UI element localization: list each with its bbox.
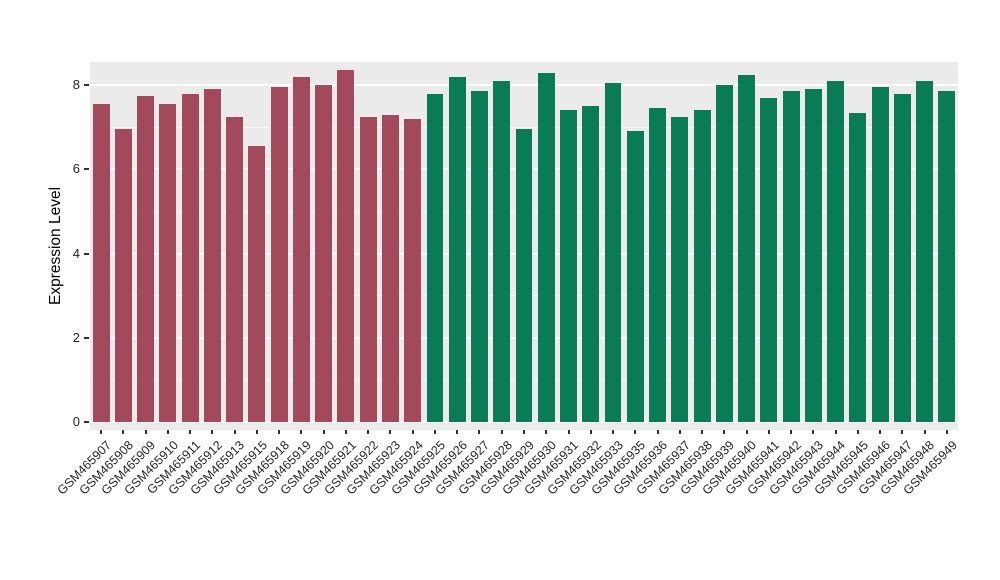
bar-GSM465928	[493, 80, 511, 422]
bar-GSM465939	[715, 85, 733, 422]
x-tick-mark	[879, 430, 882, 434]
x-tick-mark	[656, 430, 659, 434]
x-tick-mark	[790, 430, 793, 434]
x-tick-mark	[723, 430, 726, 434]
x-tick-mark	[634, 430, 637, 434]
x-tick-mark	[523, 430, 525, 434]
y-tick-mark	[84, 421, 89, 423]
x-tick-mark	[478, 430, 481, 434]
bar-GSM465948	[916, 80, 934, 422]
x-tick-mark	[100, 430, 103, 434]
gridline-minor	[90, 126, 958, 128]
bar-GSM465944	[827, 80, 845, 422]
x-tick-mark	[812, 430, 815, 434]
bar-GSM465938	[693, 110, 711, 422]
x-tick-mark	[834, 430, 837, 434]
x-tick-mark	[255, 430, 258, 434]
bar-GSM465913	[226, 116, 244, 422]
bar-GSM465946	[871, 87, 889, 422]
x-tick-mark	[122, 430, 125, 434]
plot-panel	[90, 62, 958, 430]
bar-GSM465915	[248, 146, 266, 422]
bar-GSM465942	[782, 91, 800, 422]
bar-GSM465940	[738, 74, 755, 422]
x-tick-mark	[567, 430, 570, 434]
x-tick-mark	[901, 430, 904, 434]
y-tick-mark	[84, 336, 89, 339]
bar-GSM465911	[181, 93, 199, 422]
bar-GSM465909	[137, 95, 155, 422]
x-tick-mark	[144, 430, 147, 434]
x-tick-mark	[767, 430, 770, 434]
x-tick-mark	[945, 430, 948, 434]
bar-GSM465937	[671, 116, 689, 422]
bar-GSM465936	[649, 108, 666, 422]
x-tick-mark	[166, 430, 169, 434]
y-tick-label: 8	[72, 77, 80, 93]
y-tick-mark	[84, 84, 89, 87]
x-tick-mark	[411, 430, 414, 434]
gridline-major	[90, 421, 958, 423]
y-tick-label: 6	[72, 161, 80, 177]
x-tick-mark	[456, 430, 459, 434]
bar-GSM465907	[92, 104, 110, 422]
bar-GSM465921	[337, 70, 355, 422]
bar-GSM465910	[159, 104, 177, 422]
x-tick-mark	[344, 430, 347, 434]
x-tick-mark	[211, 430, 214, 434]
bar-GSM465943	[804, 89, 822, 422]
bar-GSM465927	[471, 91, 488, 422]
x-tick-mark	[189, 430, 192, 434]
bar-GSM465945	[849, 112, 867, 422]
x-tick-mark	[545, 430, 548, 434]
x-tick-mark	[589, 430, 592, 434]
bar-GSM465929	[515, 129, 533, 422]
x-tick-mark	[433, 430, 436, 434]
bar-GSM465932	[582, 106, 600, 422]
y-tick-mark	[84, 168, 89, 171]
bar-GSM465949	[938, 91, 956, 422]
bar-GSM465908	[114, 129, 132, 422]
bar-GSM465923	[382, 114, 399, 422]
bar-GSM465922	[359, 116, 377, 422]
bar-GSM465947	[893, 93, 911, 422]
x-tick-mark	[278, 430, 281, 434]
x-tick-mark	[300, 430, 303, 434]
y-tick-label: 4	[72, 245, 80, 261]
x-tick-mark	[500, 430, 503, 434]
x-tick-mark	[389, 430, 392, 434]
bar-GSM465924	[404, 118, 422, 422]
bar-GSM465925	[426, 93, 444, 422]
x-tick-mark	[923, 430, 926, 434]
bar-GSM465920	[315, 85, 333, 422]
x-tick-mark	[678, 430, 681, 434]
bar-GSM465926	[448, 76, 466, 422]
x-tick-mark	[745, 430, 748, 434]
bar-GSM465935	[626, 131, 644, 422]
gridline-major	[90, 84, 958, 87]
x-tick-mark	[233, 430, 236, 434]
bar-GSM465912	[203, 89, 221, 422]
x-tick-mark	[322, 430, 325, 434]
bar-GSM465918	[270, 87, 288, 422]
x-tick-mark	[367, 430, 370, 434]
x-tick-mark	[856, 430, 859, 434]
bar-GSM465931	[560, 110, 577, 422]
bar-GSM465941	[760, 97, 778, 422]
bar-GSM465930	[537, 72, 555, 422]
y-tick-label: 2	[72, 329, 80, 345]
y-tick-mark	[84, 252, 89, 255]
bar-GSM465933	[604, 83, 622, 422]
x-tick-mark	[612, 430, 615, 434]
x-tick-mark	[701, 430, 704, 434]
bar-GSM465919	[292, 76, 310, 422]
y-tick-label: 0	[72, 414, 80, 429]
